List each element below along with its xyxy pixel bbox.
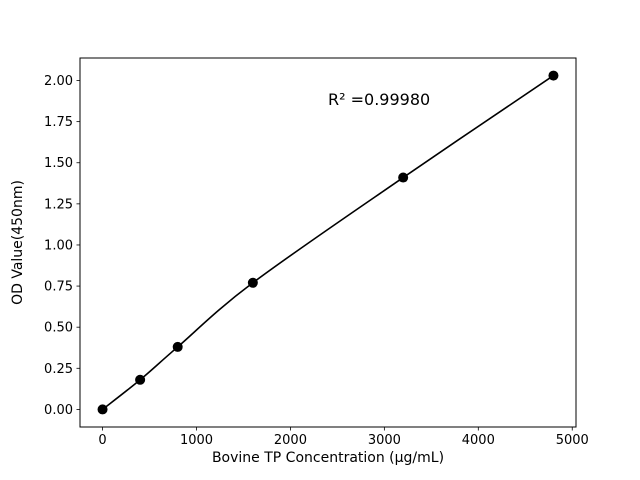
x-axis-tick-label: 2000 xyxy=(274,433,307,448)
x-axis-tick-label: 0 xyxy=(98,433,106,448)
x-axis-tick-label: 3000 xyxy=(368,433,401,448)
r-squared-annotation: R² =0.99980 xyxy=(328,90,430,109)
data-point-marker xyxy=(398,172,409,183)
x-axis-tick-label: 5000 xyxy=(556,433,589,448)
y-axis-tick-label: 1.75 xyxy=(44,115,73,130)
y-axis-tick-label: 1.00 xyxy=(44,238,73,253)
y-axis-tick-label: 1.50 xyxy=(44,156,73,171)
y-axis-tick-label: 0.00 xyxy=(44,403,73,418)
data-point-marker xyxy=(135,374,146,385)
y-axis-tick-label: 0.75 xyxy=(44,280,73,295)
y-axis-tick-label: 0.50 xyxy=(44,321,73,336)
y-axis-label: OD Value(450nm) xyxy=(10,180,26,305)
x-axis-tick-label: 4000 xyxy=(462,433,495,448)
x-axis-label: Bovine TP Concentration (μg/mL) xyxy=(212,450,444,466)
y-axis-tick-label: 1.25 xyxy=(44,197,73,212)
data-point-marker xyxy=(97,404,108,415)
x-axis-tick-label: 1000 xyxy=(180,433,213,448)
y-axis-tick-label: 0.25 xyxy=(44,362,73,377)
y-axis-tick-label: 2.00 xyxy=(44,74,73,89)
data-point-marker xyxy=(172,341,183,352)
plot-border xyxy=(79,57,577,428)
data-point-marker xyxy=(247,277,258,288)
data-point-marker xyxy=(548,70,559,81)
